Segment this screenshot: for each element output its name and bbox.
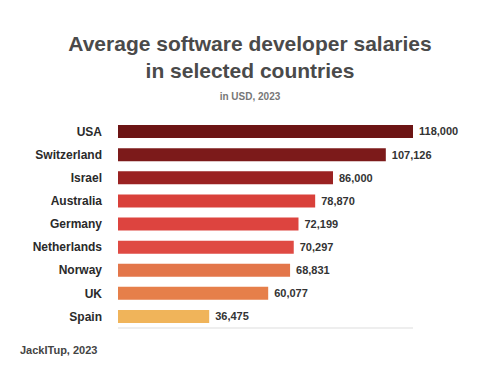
svg-text:Australia: Australia <box>51 194 103 208</box>
svg-text:Germany: Germany <box>50 217 102 231</box>
svg-text:70,297: 70,297 <box>300 241 334 253</box>
svg-text:Israel: Israel <box>71 171 102 185</box>
html-text:Average software developer sal: Average software developer salaries in s… <box>68 32 432 82</box>
svg-text:UK: UK <box>85 287 103 301</box>
svg-text:72,199: 72,199 <box>304 218 338 230</box>
svg-text:Norway: Norway <box>59 263 103 277</box>
svg-text:86,000: 86,000 <box>339 172 373 184</box>
svg-text:68,831: 68,831 <box>296 264 330 276</box>
svg-text:Netherlands: Netherlands <box>33 240 103 254</box>
html-text:JackITup, 2023: JackITup, 2023 <box>20 344 98 356</box>
svg-text:Spain: Spain <box>69 310 102 324</box>
svg-text:USA: USA <box>77 125 103 139</box>
svg-text:36,475: 36,475 <box>215 310 249 322</box>
svg-text:107,126: 107,126 <box>392 149 432 161</box>
svg-text:118,000: 118,000 <box>419 125 458 137</box>
svg-text:Switzerland: Switzerland <box>35 148 102 162</box>
svg-text:60,077: 60,077 <box>274 287 308 299</box>
html-text:in USD, 2023: in USD, 2023 <box>219 91 281 102</box>
svg-text:78,870: 78,870 <box>321 195 355 207</box>
